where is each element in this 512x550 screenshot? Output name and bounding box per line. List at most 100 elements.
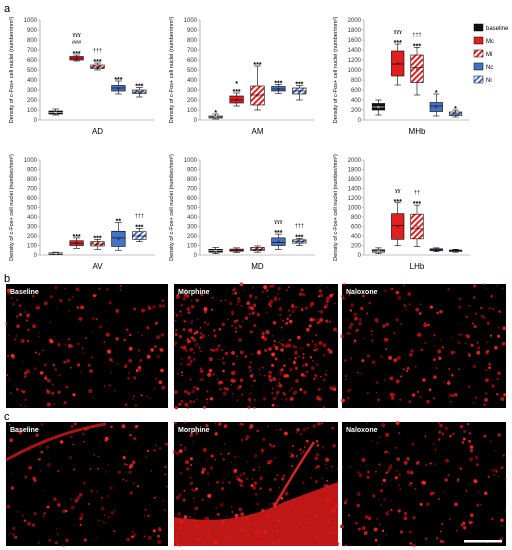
fluorescence-spot [447, 379, 450, 382]
fluorescence-spot [180, 358, 183, 361]
fluorescence-spot [10, 296, 13, 300]
fluorescence-spot [398, 473, 402, 477]
fluorescence-spot [20, 389, 23, 392]
fluorescence-spot [398, 432, 401, 434]
fluorescence-spot [318, 289, 323, 293]
fluorescence-spot [128, 358, 133, 363]
fluorescence-spot [476, 503, 480, 507]
fluorescence-spot [42, 337, 44, 339]
fluorescence-spot [266, 312, 269, 314]
fluorescence-spot [238, 291, 240, 293]
fluorescence-spot [362, 294, 365, 298]
fluorescence-spot [326, 369, 328, 372]
fluorescence-spot [206, 401, 208, 404]
fluorescence-spot [383, 337, 388, 342]
fluorescence-spot [403, 304, 406, 306]
fluorescence-spot [124, 463, 126, 466]
fluorescence-spot [103, 514, 106, 517]
fluorescence-spot [453, 392, 458, 397]
fluorescence-spot [287, 286, 291, 289]
fluorescence-spot [190, 319, 194, 323]
fluorescence-spot [303, 374, 307, 378]
y-tick-label: 1600 [348, 38, 362, 44]
fluorescence-spot [80, 371, 83, 374]
fluorescence-spot [318, 295, 321, 298]
box-mc: ×*** [69, 234, 84, 249]
fluorescence-spot [387, 468, 391, 472]
fluorescence-spot [501, 524, 503, 527]
y-tick-label: 1000 [24, 18, 38, 24]
fluorescence-spot [250, 320, 252, 322]
significance-marker: *** [253, 62, 261, 69]
fluorescence-spot [279, 369, 281, 371]
fluorescence-spot [215, 480, 220, 484]
fluorescence-spot [177, 512, 181, 516]
fluorescence-spot [443, 381, 445, 383]
box-body [132, 231, 147, 240]
fluorescence-spot [153, 448, 156, 452]
fluorescence-spot [248, 365, 252, 369]
y-tick-label: 900 [187, 28, 198, 34]
fluorescence-spot [89, 369, 93, 373]
fluorescence-spot [219, 453, 222, 456]
micrograph-background [6, 422, 168, 546]
fluorescence-spot [379, 523, 381, 526]
fluorescence-spot [261, 290, 264, 294]
significance-marker: ɣɣɣ [394, 29, 403, 35]
fluorescence-spot [390, 509, 393, 511]
fluorescence-spot [302, 427, 307, 432]
fluorescence-spot [204, 518, 206, 521]
fluorescence-spot [46, 378, 51, 383]
fluorescence-spot [412, 543, 416, 548]
fluorescence-spot [227, 452, 230, 455]
fluorescence-spot [202, 447, 207, 452]
fluorescence-spot [39, 371, 44, 375]
box-body [410, 54, 424, 83]
box-mi: × *** †† [410, 190, 424, 247]
region-label: AD [92, 127, 103, 136]
fluorescence-spot [424, 435, 427, 438]
y-tick-label: 2000 [348, 158, 362, 164]
fluorescence-spot [144, 508, 147, 511]
fluorescence-spot [65, 385, 69, 389]
fluorescence-spot [265, 311, 267, 313]
fluorescence-spot [231, 510, 234, 514]
fluorescence-spot [92, 331, 94, 334]
fluorescence-spot [494, 450, 496, 452]
fluorescence-spot [427, 323, 430, 327]
y-tick-label: 100 [187, 244, 198, 250]
fluorescence-spot [122, 455, 126, 460]
fluorescence-spot [107, 510, 109, 513]
fluorescence-spot [408, 352, 413, 357]
fluorescence-spot [106, 495, 109, 497]
fluorescence-spot [302, 481, 305, 484]
fluorescence-spot [69, 366, 72, 369]
fluorescence-spot [251, 478, 253, 480]
fluorescence-spot [222, 481, 224, 484]
fluorescence-spot [343, 501, 347, 505]
fluorescence-spot [134, 425, 138, 429]
fluorescence-spot [289, 319, 293, 324]
y-tick-label: 100 [27, 244, 38, 250]
y-axis-label: Density of c-Fos+ cell nuclei (number/mm… [169, 154, 175, 261]
fluorescence-spot [447, 288, 450, 291]
fluorescence-spot [203, 307, 208, 312]
fluorescence-spot [492, 307, 495, 311]
fluorescence-spot [368, 515, 371, 517]
fluorescence-spot [10, 486, 15, 490]
y-tick-label: 700 [187, 48, 198, 54]
fluorescence-spot [311, 340, 314, 343]
fluorescence-spot [201, 429, 204, 432]
fluorescence-spot [92, 396, 95, 399]
fluorescence-spot [134, 404, 138, 407]
mean-marker: × [235, 98, 238, 104]
fluorescence-spot [203, 517, 205, 519]
fluorescence-spot [406, 366, 410, 370]
fluorescence-spot [428, 388, 432, 392]
fluorescence-spot [282, 343, 285, 346]
fluorescence-spot [35, 351, 38, 354]
fluorescence-spot [185, 340, 187, 342]
y-tick-label: 2000 [348, 18, 362, 24]
mean-marker: × [96, 65, 99, 71]
fluorescence-spot [277, 286, 281, 291]
